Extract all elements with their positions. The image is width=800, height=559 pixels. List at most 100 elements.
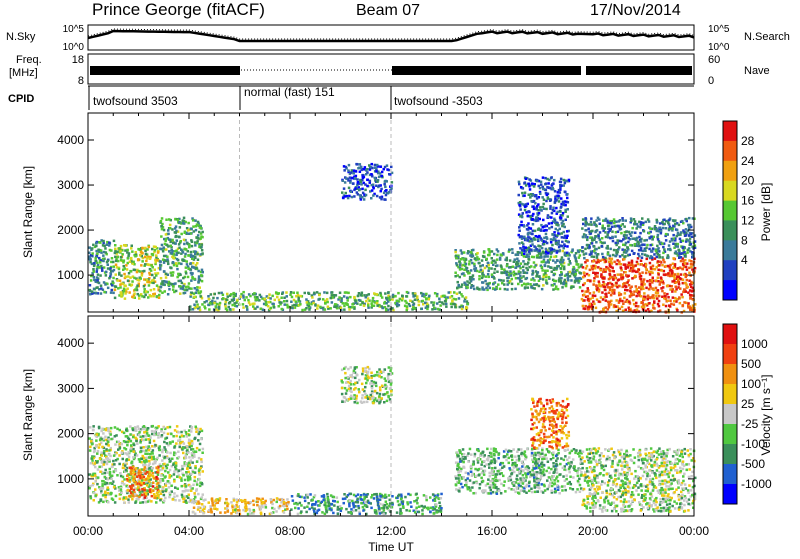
data-cell bbox=[608, 273, 611, 276]
data-cell bbox=[663, 219, 666, 222]
data-cell bbox=[189, 485, 192, 488]
data-cell bbox=[191, 461, 194, 464]
data-cell bbox=[122, 476, 125, 479]
data-cell bbox=[469, 278, 472, 281]
data-cell bbox=[197, 270, 200, 273]
data-cell bbox=[385, 302, 388, 305]
data-cell bbox=[196, 236, 199, 239]
data-cell bbox=[414, 294, 417, 297]
freq-label-line2: [MHz] bbox=[9, 67, 38, 79]
data-cell bbox=[503, 283, 506, 286]
data-cell bbox=[145, 493, 148, 496]
data-cell bbox=[351, 169, 354, 172]
data-cell bbox=[438, 301, 441, 304]
data-cell bbox=[649, 280, 652, 283]
data-cell bbox=[584, 224, 587, 227]
data-cell bbox=[193, 438, 196, 441]
data-cell bbox=[153, 288, 156, 291]
data-cell bbox=[98, 446, 101, 449]
data-cell bbox=[522, 275, 525, 278]
data-cell bbox=[551, 226, 554, 229]
data-cell bbox=[94, 466, 97, 469]
data-cell bbox=[663, 248, 666, 251]
data-cell bbox=[182, 277, 185, 280]
data-cell bbox=[455, 298, 458, 301]
velocity-data-cells bbox=[88, 366, 696, 515]
data-cell bbox=[514, 288, 517, 291]
data-cell bbox=[598, 290, 601, 293]
data-cell bbox=[561, 236, 564, 239]
data-cell bbox=[481, 259, 484, 262]
data-cell bbox=[175, 435, 178, 438]
data-cell bbox=[561, 286, 564, 289]
data-cell bbox=[621, 254, 624, 257]
data-cell bbox=[590, 217, 593, 220]
data-cell bbox=[167, 284, 170, 287]
data-cell bbox=[120, 256, 123, 259]
data-cell bbox=[231, 506, 234, 509]
data-cell bbox=[654, 268, 657, 271]
data-cell bbox=[649, 244, 652, 247]
data-cell bbox=[136, 442, 139, 445]
data-cell bbox=[308, 293, 311, 296]
data-cell bbox=[198, 231, 201, 234]
data-cell bbox=[565, 285, 568, 288]
data-cell bbox=[170, 433, 173, 436]
data-cell bbox=[201, 503, 204, 506]
data-cell bbox=[674, 243, 677, 246]
data-cell bbox=[214, 293, 217, 296]
data-cell bbox=[174, 227, 177, 230]
colorbar-tick-label: 28 bbox=[741, 134, 755, 148]
data-cell bbox=[530, 216, 533, 219]
data-cell bbox=[99, 457, 102, 460]
data-cell bbox=[595, 284, 598, 287]
data-cell bbox=[673, 257, 676, 260]
data-cell bbox=[559, 210, 562, 213]
data-cell bbox=[542, 261, 545, 264]
data-cell bbox=[195, 489, 198, 492]
data-cell bbox=[387, 291, 390, 294]
data-cell bbox=[162, 246, 165, 249]
data-cell bbox=[224, 305, 227, 308]
data-cell bbox=[539, 187, 542, 190]
data-cell bbox=[549, 187, 552, 190]
data-cell bbox=[546, 270, 549, 273]
data-cell bbox=[649, 237, 652, 240]
data-cell bbox=[672, 288, 675, 291]
data-cell bbox=[101, 460, 104, 463]
data-cell bbox=[94, 260, 97, 263]
data-cell bbox=[299, 303, 302, 306]
data-cell bbox=[589, 303, 592, 306]
data-cell bbox=[497, 283, 500, 286]
data-cell bbox=[177, 219, 180, 222]
data-cell bbox=[591, 242, 594, 245]
colorbar-tick-label: 12 bbox=[741, 213, 755, 227]
data-cell bbox=[644, 249, 647, 252]
data-cell bbox=[126, 475, 129, 478]
data-cell bbox=[541, 266, 544, 269]
data-cell bbox=[639, 273, 642, 276]
data-cell bbox=[401, 295, 404, 298]
data-cell bbox=[561, 222, 564, 225]
data-cell bbox=[596, 275, 599, 278]
data-cell bbox=[152, 485, 155, 488]
data-cell bbox=[267, 297, 270, 300]
data-cell bbox=[582, 284, 585, 287]
date-title: 17/Nov/2014 bbox=[590, 2, 681, 19]
data-cell bbox=[570, 286, 573, 289]
data-cell bbox=[484, 267, 487, 270]
data-cell bbox=[593, 239, 596, 242]
data-cell bbox=[183, 217, 186, 220]
data-cell bbox=[152, 449, 155, 452]
data-cell bbox=[359, 194, 362, 197]
data-cell bbox=[365, 169, 368, 172]
data-cell bbox=[671, 290, 674, 293]
data-cell bbox=[633, 290, 636, 293]
y-tick-label: 1000 bbox=[57, 268, 84, 282]
data-cell bbox=[104, 472, 107, 475]
data-cell bbox=[640, 278, 643, 281]
data-cell bbox=[523, 253, 526, 256]
data-cell bbox=[543, 199, 546, 202]
data-cell bbox=[625, 237, 628, 240]
data-cell bbox=[620, 228, 623, 231]
